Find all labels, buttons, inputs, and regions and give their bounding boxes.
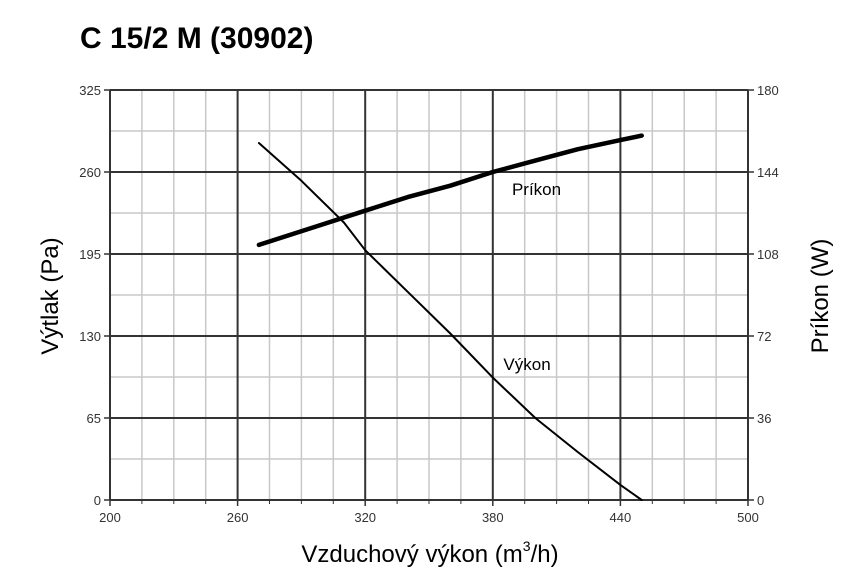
series-labels: Príkon Výkon [503, 180, 561, 374]
vykon-series-line [257, 142, 643, 501]
y-right-tick-label: 144 [757, 165, 779, 180]
x-tick-label: 500 [737, 510, 759, 525]
x-axis-title: Vzduchový výkon (m3/h) [301, 538, 558, 568]
tick-marks [104, 89, 754, 506]
y-left-tick-label: 260 [79, 165, 101, 180]
x-tick-label: 320 [354, 510, 376, 525]
y-left-tick-label: 0 [94, 493, 101, 508]
y-left-tick-label: 65 [87, 411, 101, 426]
x-tick-label: 260 [227, 510, 249, 525]
y-right-tick-label: 36 [757, 411, 771, 426]
y-right-tick-label: 0 [757, 493, 764, 508]
prikon-series-label: Príkon [512, 180, 561, 199]
y-right-tick-label: 108 [757, 247, 779, 262]
y-left-tick-label: 195 [79, 247, 101, 262]
x-tick-label: 200 [99, 510, 121, 525]
chart-title: C 15/2 M (30902) [80, 22, 314, 55]
y-axis-left-title: Výtlak (Pa) [37, 237, 64, 354]
y-axis-right-title: Príkon (W) [807, 239, 834, 354]
x-tick-label: 380 [482, 510, 504, 525]
y-right-tick-label: 72 [757, 329, 771, 344]
vykon-series-label: Výkon [503, 355, 550, 374]
y-left-tick-label: 325 [79, 83, 101, 98]
tick-labels: 200 260 320 380 440 500 0 65 130 195 260 325 0 36 72 10… [79, 83, 778, 525]
minor-gridlines [110, 90, 748, 500]
x-tick-label: 440 [610, 510, 632, 525]
y-right-tick-label: 180 [757, 83, 779, 98]
y-left-tick-label: 130 [79, 329, 101, 344]
prikon-series-line [256, 133, 644, 248]
series-lines [256, 133, 644, 501]
